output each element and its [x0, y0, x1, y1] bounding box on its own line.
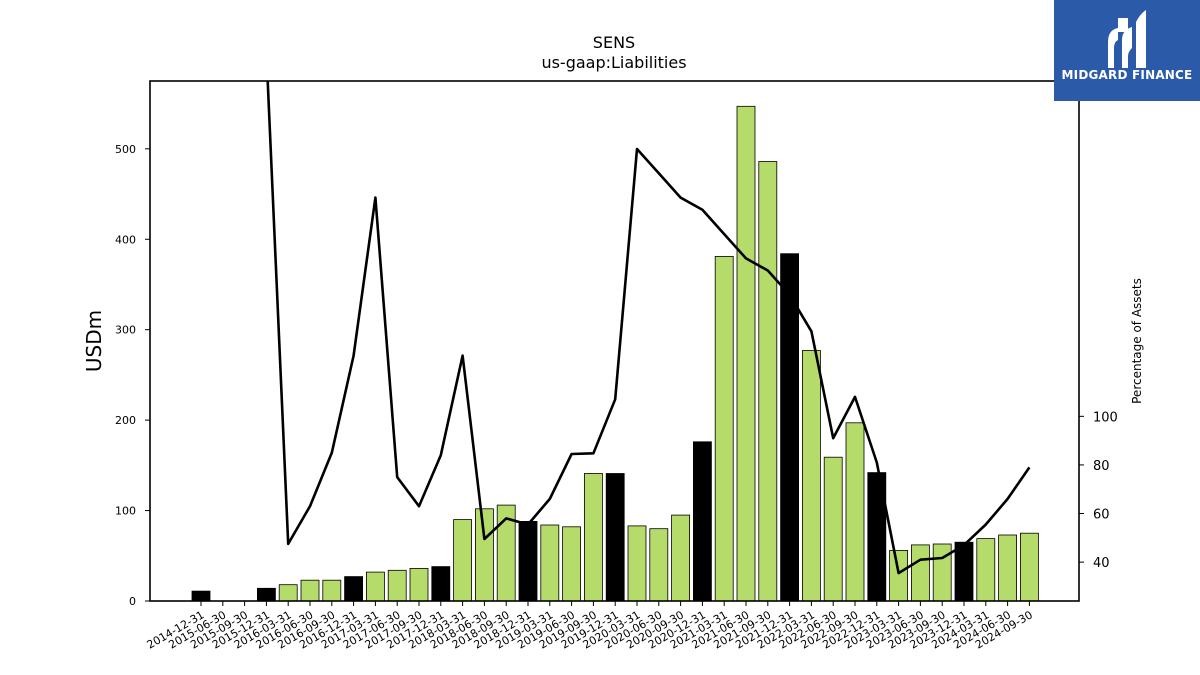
y2-axis-label: Percentage of Assets	[1130, 278, 1144, 404]
chart-subtitle: us-gaap:Liabilities	[541, 53, 686, 72]
bar-2019-03-31	[540, 524, 560, 602]
bar-2020-03-31	[627, 525, 647, 602]
bar-2023-09-30	[932, 543, 952, 602]
bar-2022-09-30	[845, 422, 865, 602]
plot-frame	[149, 80, 1080, 602]
bar-2016-03-31	[278, 584, 298, 602]
bar-2016-06-30	[300, 579, 320, 602]
bar-2018-06-30	[474, 508, 494, 602]
right-tick-label: 100	[1093, 410, 1118, 425]
right-tick-label: 80	[1093, 459, 1110, 474]
bar-2023-03-31	[889, 550, 908, 602]
bar-2020-12-31	[693, 441, 712, 602]
left-tick-label: 300	[115, 324, 136, 337]
left-tick-label: 0	[129, 595, 136, 608]
bar-series	[191, 105, 1039, 602]
bar-2024-06-30	[998, 534, 1017, 602]
right-tick-label: 60	[1093, 508, 1110, 523]
logo-text: MIDGARD FINANCE	[1061, 68, 1193, 82]
bar-2017-06-30	[387, 569, 407, 602]
bar-2017-03-31	[365, 571, 385, 602]
bar-2017-09-30	[409, 568, 429, 602]
bar-2024-09-30	[1020, 532, 1039, 602]
bar-2024-03-31	[976, 538, 996, 602]
left-tick-label: 100	[115, 505, 136, 518]
bar-2023-06-30	[911, 544, 930, 602]
bar-2018-12-31	[518, 521, 538, 602]
bar-2022-06-30	[823, 456, 843, 602]
chart-title: SENS	[593, 33, 635, 52]
bar-2014-12-31	[191, 590, 211, 602]
bar-2023-12-31	[954, 541, 974, 602]
bar-2020-09-30	[671, 514, 690, 602]
bar-2021-09-30	[758, 161, 778, 602]
bar-2015-12-31	[256, 587, 276, 602]
bar-2016-12-31	[344, 576, 364, 602]
percentage-line	[266, 81, 1031, 575]
y-axis-label: USDm	[82, 310, 106, 372]
bar-2022-03-31	[802, 350, 821, 602]
bar-2020-06-30	[649, 528, 669, 602]
bar-2021-06-30	[736, 105, 756, 602]
left-tick-label: 500	[115, 143, 136, 156]
bar-2019-09-30	[584, 473, 603, 602]
right-axis-ticks: 40 60 80 100	[1079, 410, 1118, 571]
bar-2016-09-30	[322, 579, 342, 602]
bar-2018-03-31	[453, 519, 473, 602]
left-tick-label: 400	[115, 233, 136, 246]
bar-2021-03-31	[714, 255, 734, 602]
x-axis-ticks: 2014-12-312015-06-302015-09-302015-12-31…	[145, 601, 1035, 652]
logo-mark-icon	[1108, 10, 1146, 68]
bar-2019-06-30	[562, 526, 581, 602]
percentage-line-series	[266, 81, 1031, 575]
left-axis-ticks: 0 100 200 300 400 500	[115, 143, 150, 608]
midgard-finance-logo: MIDGARD FINANCE	[1054, 0, 1200, 101]
bar-2017-12-31	[431, 566, 451, 602]
right-tick-label: 40	[1093, 556, 1110, 571]
bar-2019-12-31	[605, 473, 625, 602]
left-tick-label: 200	[115, 414, 136, 427]
